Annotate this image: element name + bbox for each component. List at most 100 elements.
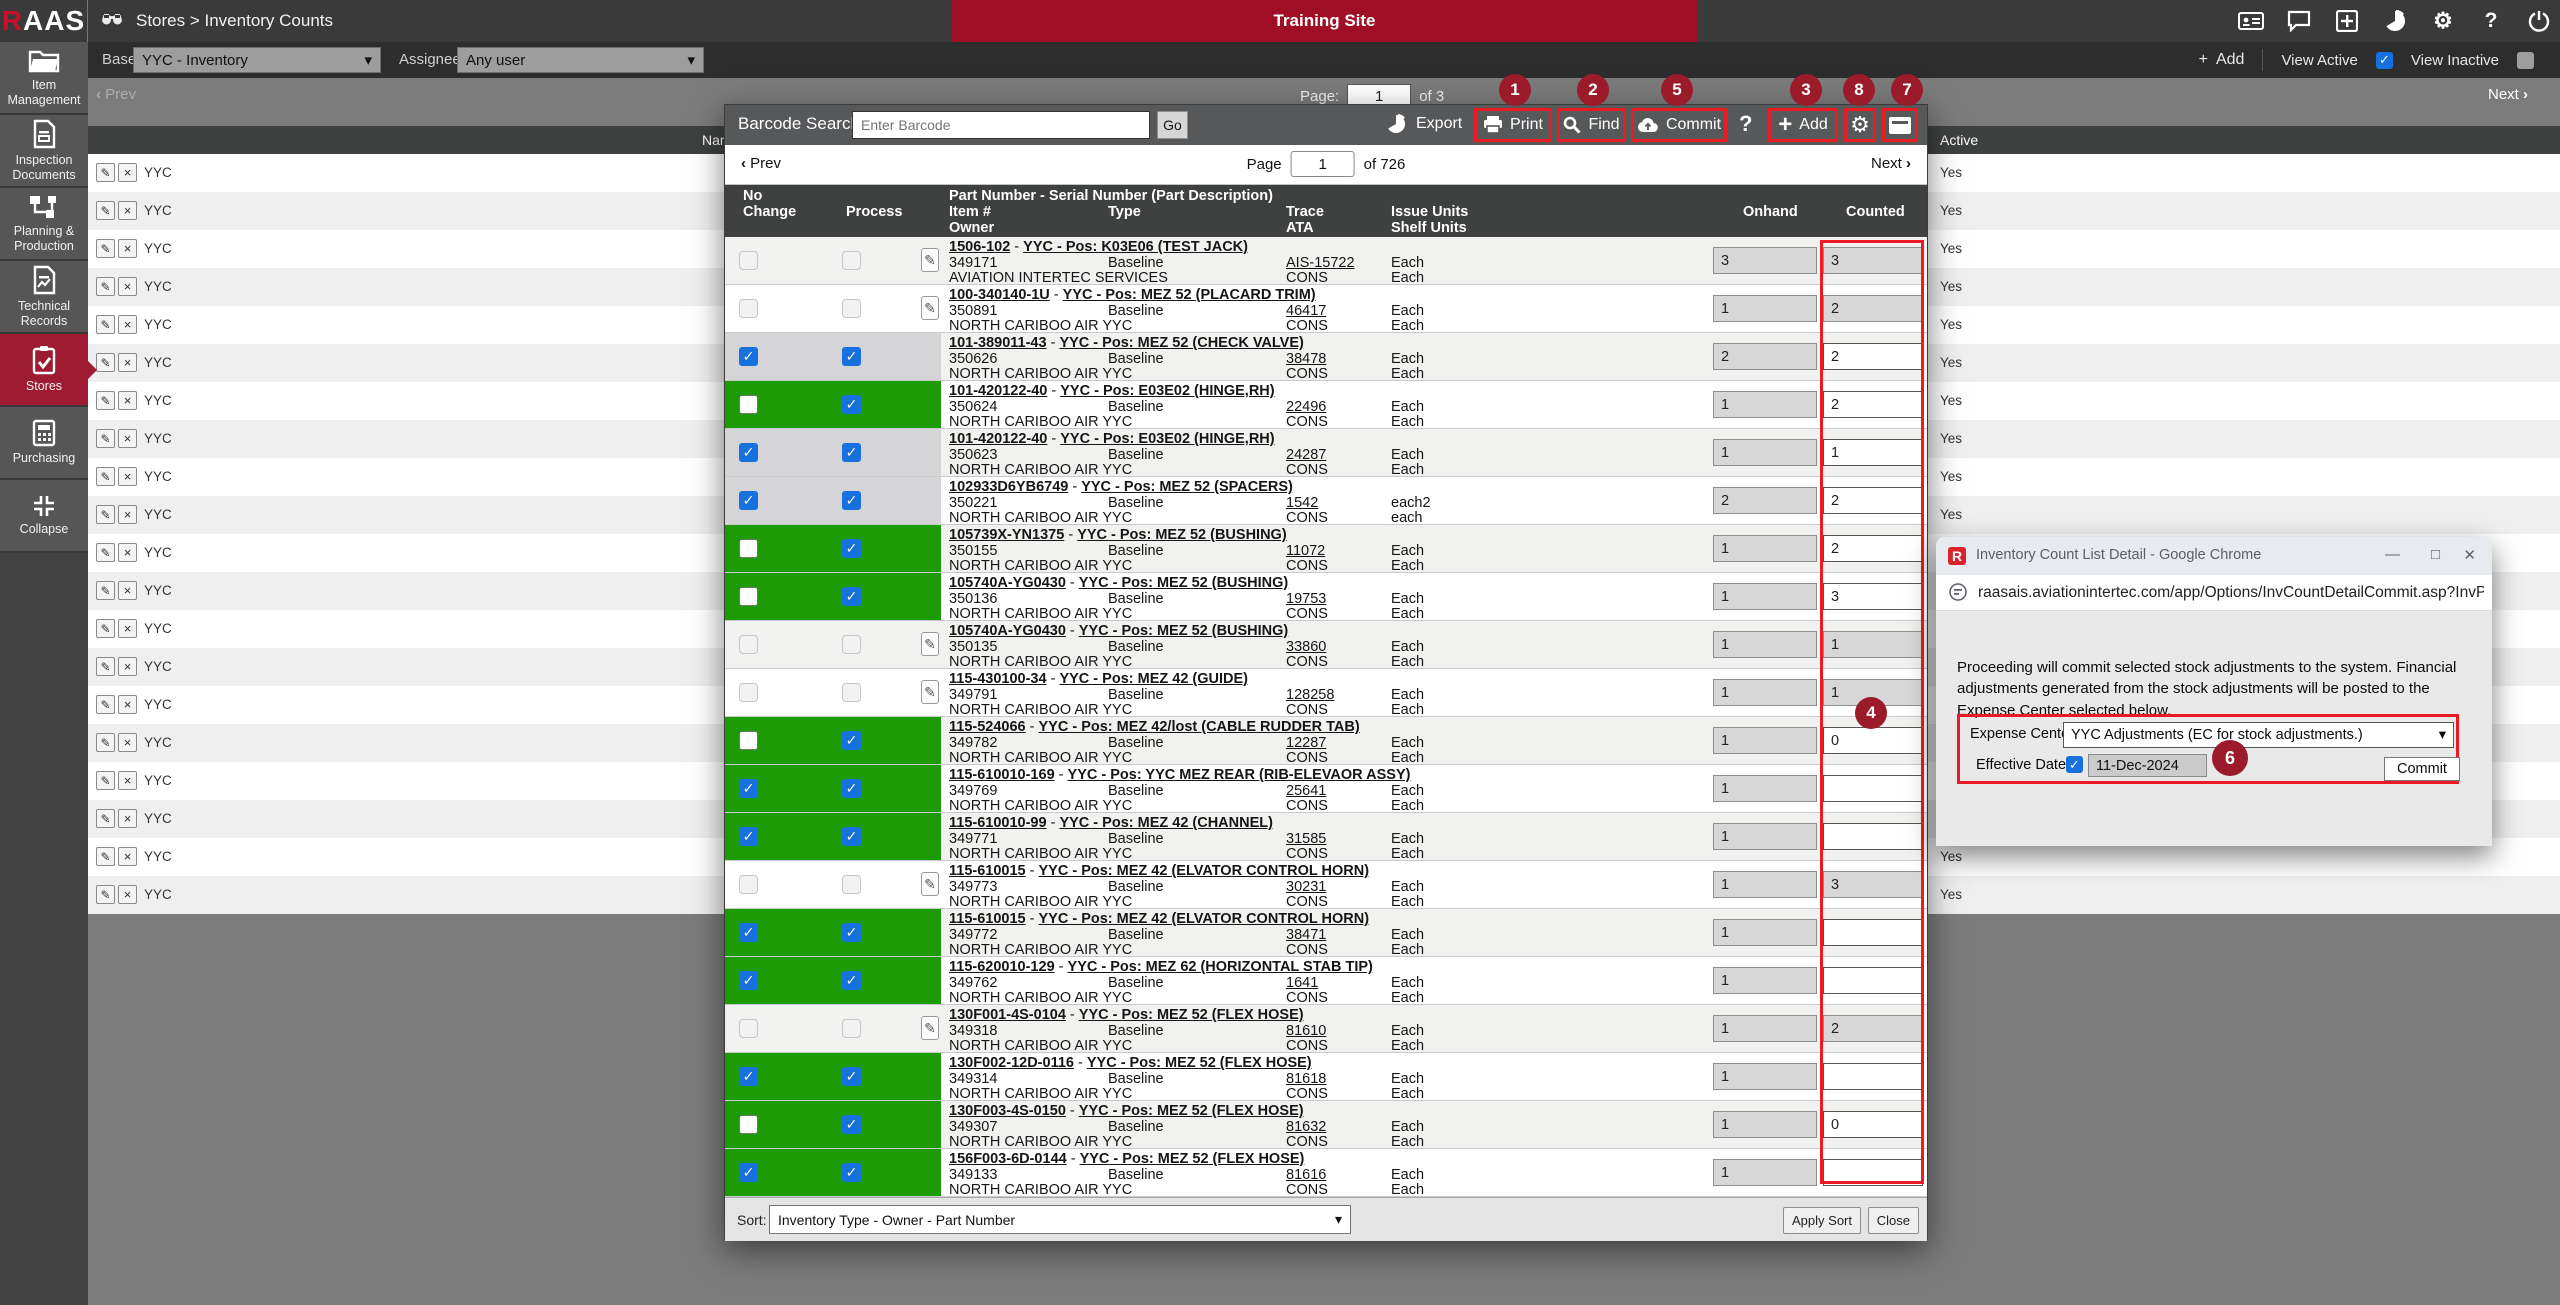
edit-row-button[interactable]: ✎ [96, 239, 115, 258]
delete-row-button[interactable]: × [118, 467, 137, 486]
part-number-link[interactable]: 115-610010-169 [949, 767, 1055, 783]
position-link[interactable]: YYC - Pos: E03E02 (HINGE,RH) [1060, 431, 1275, 447]
process-checkbox[interactable]: ✓ [842, 395, 861, 414]
no-change-checkbox[interactable]: ✓ [739, 923, 758, 942]
no-change-checkbox[interactable]: ✓ [739, 971, 758, 990]
part-number-link[interactable]: 101-420122-40 [949, 431, 1048, 447]
assignee-select[interactable]: Any user ▾ [457, 47, 704, 73]
sidebar-item-planning-production[interactable]: Planning & Production [0, 188, 88, 261]
process-checkbox[interactable]: ✓ [842, 587, 861, 606]
position-link[interactable]: YYC - Pos: MEZ 42 (CHANNEL) [1059, 815, 1273, 831]
edit-row-button[interactable]: ✎ [96, 543, 115, 562]
no-change-checkbox[interactable] [739, 635, 758, 654]
trace-link[interactable]: 19753 [1286, 591, 1327, 607]
position-link[interactable]: YYC - Pos: MEZ 52 (FLEX HOSE) [1078, 1103, 1304, 1119]
edit-row-button[interactable]: ✎ [96, 847, 115, 866]
no-change-checkbox[interactable]: ✓ [739, 779, 758, 798]
print-button[interactable]: Print [1474, 108, 1552, 142]
sidebar-item-technical-records[interactable]: Technical Records [0, 261, 88, 334]
no-change-checkbox[interactable] [739, 251, 758, 270]
counted-input[interactable] [1823, 583, 1923, 610]
minimize-button[interactable]: — [2385, 546, 2400, 563]
position-link[interactable]: YYC - Pos: MEZ 52 (BUSHING) [1078, 623, 1289, 639]
expense-center-select[interactable]: YYC Adjustments (EC for stock adjustment… [2063, 722, 2454, 748]
delete-row-button[interactable]: × [118, 163, 137, 182]
position-link[interactable]: YYC - Pos: MEZ 52 (SPACERS) [1081, 479, 1293, 495]
delete-row-button[interactable]: × [118, 657, 137, 676]
no-change-checkbox[interactable]: ✓ [739, 347, 758, 366]
counted-input[interactable] [1823, 1111, 1923, 1138]
part-number-link[interactable]: 105740A-YG0430 [949, 575, 1066, 591]
trace-link[interactable]: 12287 [1286, 735, 1327, 751]
process-checkbox[interactable]: ✓ [842, 923, 861, 942]
edit-row-button[interactable]: ✎ [96, 885, 115, 904]
bg-prev-button[interactable]: ‹ Prev [96, 86, 137, 103]
process-checkbox[interactable]: ✓ [842, 779, 861, 798]
counted-input[interactable] [1823, 295, 1923, 322]
effective-date-input[interactable]: 11-Dec-2024 [2088, 754, 2207, 777]
counted-input[interactable] [1823, 919, 1923, 946]
view-inactive-checkbox[interactable] [2517, 51, 2534, 69]
position-link[interactable]: YYC - Pos: E03E02 (HINGE,RH) [1060, 383, 1275, 399]
position-link[interactable]: YYC - Pos: MEZ 42 (GUIDE) [1059, 671, 1248, 687]
add-button[interactable]: + Add [2198, 51, 2245, 68]
no-change-checkbox[interactable] [739, 587, 758, 606]
part-number-link[interactable]: 105740A-YG0430 [949, 623, 1066, 639]
popup-title-bar[interactable]: R Inventory Count List Detail - Google C… [1936, 537, 2492, 575]
position-link[interactable]: YYC - Pos: MEZ 52 (FLEX HOSE) [1079, 1151, 1305, 1167]
edit-row-button[interactable]: ✎ [96, 505, 115, 524]
edit-row-button[interactable]: ✎ [96, 277, 115, 296]
no-change-checkbox[interactable]: ✓ [739, 827, 758, 846]
find-button[interactable]: Find [1557, 108, 1626, 142]
popup-commit-button[interactable]: Commit [2384, 757, 2460, 781]
trace-link[interactable]: 81610 [1286, 1023, 1327, 1039]
process-checkbox[interactable]: ✓ [842, 1163, 861, 1182]
trace-link[interactable]: 1542 [1286, 495, 1319, 511]
process-checkbox[interactable] [842, 251, 861, 270]
no-change-checkbox[interactable] [739, 539, 758, 558]
edit-row-button[interactable]: ✎ [96, 619, 115, 638]
pie-chart-icon[interactable] [2382, 8, 2408, 34]
trace-link[interactable]: 128258 [1286, 687, 1335, 703]
add-window-icon[interactable] [2334, 8, 2360, 34]
raas-logo[interactable]: R AAS [0, 0, 88, 42]
part-number-link[interactable]: 130F001-4S-0104 [949, 1007, 1066, 1023]
counted-input[interactable] [1823, 343, 1923, 370]
trace-link[interactable]: 24287 [1286, 447, 1327, 463]
trace-link[interactable]: 81632 [1286, 1119, 1327, 1135]
process-checkbox[interactable]: ✓ [842, 1115, 861, 1134]
chat-icon[interactable] [2286, 8, 2312, 34]
counted-input[interactable] [1823, 823, 1923, 850]
modal-help-button[interactable]: ? [1739, 111, 1753, 136]
modal-settings-button[interactable]: ⚙ [1844, 108, 1876, 142]
view-active-checkbox[interactable]: ✓ [2375, 51, 2393, 69]
sidebar-item-purchasing[interactable]: Purchasing [0, 407, 88, 480]
delete-row-button[interactable]: × [118, 771, 137, 790]
edit-pencil-icon[interactable]: ✎ [921, 680, 939, 704]
part-number-link[interactable]: 115-610010-99 [949, 815, 1047, 831]
trace-link[interactable]: 38471 [1286, 927, 1327, 943]
position-link[interactable]: YYC - Pos: YYC MEZ REAR (RIB-ELEVAOR ASS… [1067, 767, 1411, 783]
commit-button[interactable]: Commit [1631, 108, 1727, 142]
delete-row-button[interactable]: × [118, 277, 137, 296]
close-button[interactable]: Close [1867, 1207, 1919, 1234]
delete-row-button[interactable]: × [118, 847, 137, 866]
process-checkbox[interactable]: ✓ [842, 731, 861, 750]
delete-row-button[interactable]: × [118, 429, 137, 448]
position-link[interactable]: YYC - Pos: MEZ 62 (HORIZONTAL STAB TIP) [1067, 959, 1373, 975]
position-link[interactable]: YYC - Pos: K03E06 (TEST JACK) [1023, 239, 1248, 255]
process-checkbox[interactable]: ✓ [842, 971, 861, 990]
edit-pencil-icon[interactable]: ✎ [921, 248, 939, 272]
part-number-link[interactable]: 102933D6YB6749 [949, 479, 1069, 495]
delete-row-button[interactable]: × [118, 809, 137, 828]
no-change-checkbox[interactable]: ✓ [739, 1163, 758, 1182]
delete-row-button[interactable]: × [118, 239, 137, 258]
position-link[interactable]: YYC - Pos: MEZ 42/lost (CABLE RUDDER TAB… [1038, 719, 1360, 735]
delete-row-button[interactable]: × [118, 391, 137, 410]
edit-row-button[interactable]: ✎ [96, 201, 115, 220]
help-icon[interactable]: ? [2484, 9, 2498, 32]
edit-row-button[interactable]: ✎ [96, 695, 115, 714]
delete-row-button[interactable]: × [118, 315, 137, 334]
process-checkbox[interactable]: ✓ [842, 491, 861, 510]
delete-row-button[interactable]: × [118, 581, 137, 600]
